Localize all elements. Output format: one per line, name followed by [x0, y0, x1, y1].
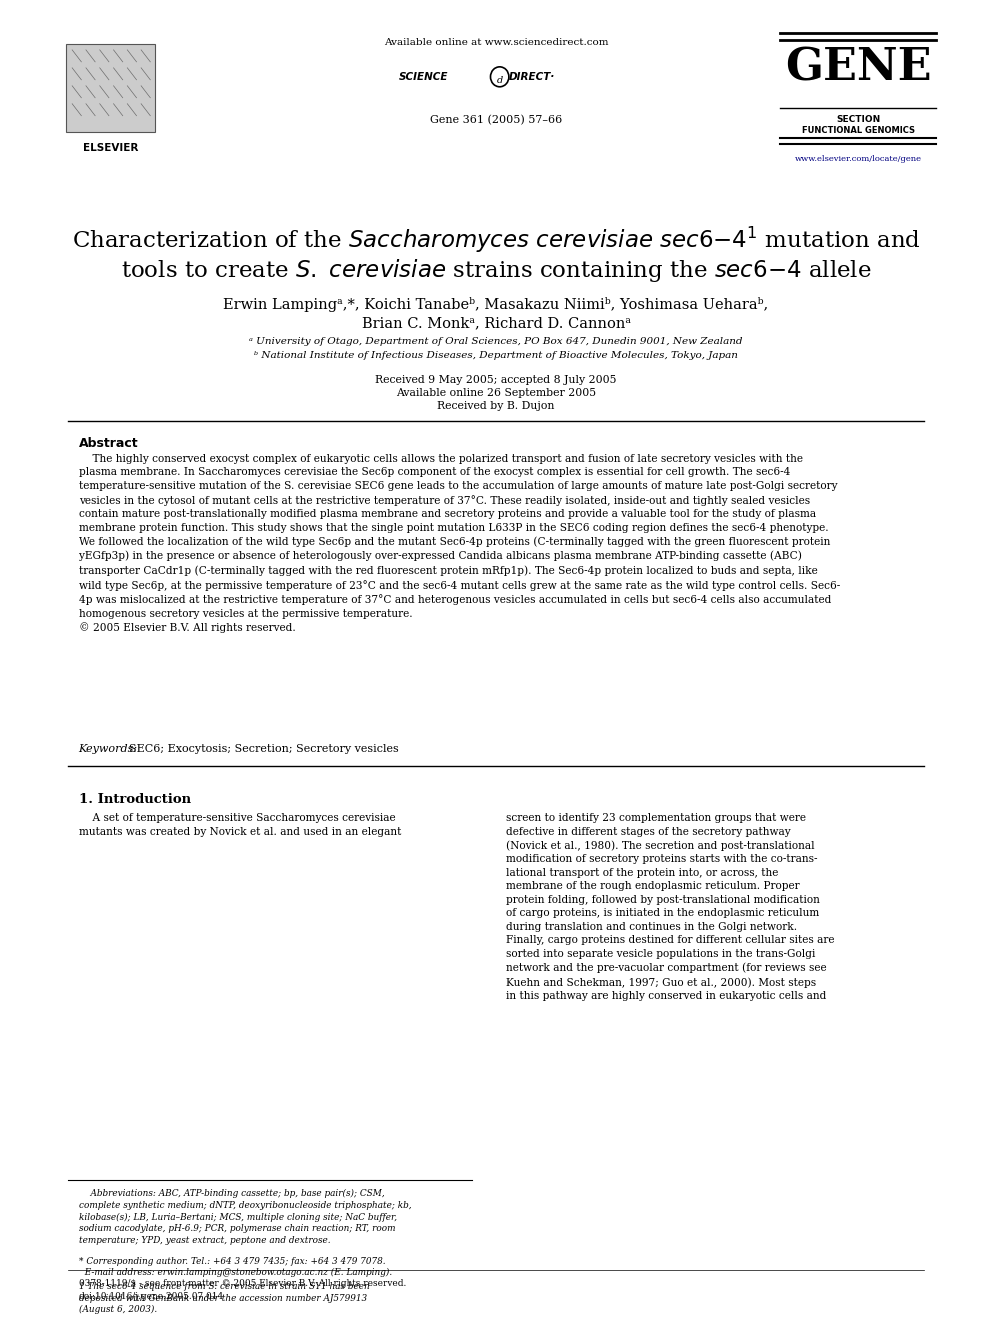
Text: ELSEVIER: ELSEVIER: [83, 143, 139, 152]
Text: tools to create $\it{S.\ cerevisiae}$ strains containing the $\it{sec6\mathsf{-}: tools to create $\it{S.\ cerevisiae}$ st…: [121, 258, 871, 284]
Text: 1. Introduction: 1. Introduction: [78, 792, 190, 806]
Text: Gene 361 (2005) 57–66: Gene 361 (2005) 57–66: [430, 115, 562, 126]
Text: SCIENCE: SCIENCE: [399, 71, 448, 82]
Text: Available online 26 September 2005: Available online 26 September 2005: [396, 388, 596, 398]
Text: Brian C. Monkᵃ, Richard D. Cannonᵃ: Brian C. Monkᵃ, Richard D. Cannonᵃ: [361, 316, 631, 331]
Text: Received 9 May 2005; accepted 8 July 2005: Received 9 May 2005; accepted 8 July 200…: [375, 376, 617, 385]
Text: GENE: GENE: [785, 46, 931, 90]
Text: Abbreviations: ABC, ATP-binding cassette; bp, base pair(s); CSM,
complete synthe: Abbreviations: ABC, ATP-binding cassette…: [78, 1189, 412, 1245]
FancyBboxPatch shape: [65, 44, 155, 132]
Text: Abstract: Abstract: [78, 437, 138, 450]
Text: www.elsevier.com/locate/gene: www.elsevier.com/locate/gene: [795, 155, 922, 163]
Text: Keywords:: Keywords:: [78, 744, 141, 754]
Text: A set of temperature-sensitive Saccharomyces cerevisiae
mutants was created by N: A set of temperature-sensitive Saccharom…: [78, 814, 401, 836]
Text: SEC6; Exocytosis; Secretion; Secretory vesicles: SEC6; Exocytosis; Secretion; Secretory v…: [129, 744, 399, 754]
Text: Available online at www.sciencedirect.com: Available online at www.sciencedirect.co…: [384, 38, 608, 46]
Text: FUNCTIONAL GENOMICS: FUNCTIONAL GENOMICS: [802, 126, 915, 135]
Text: Characterization of the $\it{Saccharomyces\ cerevisiae\ sec6\mathsf{-}4}$$^1$ mu: Characterization of the $\it{Saccharomyc…: [71, 225, 921, 254]
Text: doi:10.1016/j.gene.2005.07.014: doi:10.1016/j.gene.2005.07.014: [78, 1291, 224, 1301]
Text: E-mail address: erwin.lamping@stonebow.otago.ac.nz (E. Lamping).: E-mail address: erwin.lamping@stonebow.o…: [78, 1267, 392, 1277]
Text: ᵃ University of Otago, Department of Oral Sciences, PO Box 647, Dunedin 9001, Ne: ᵃ University of Otago, Department of Ora…: [249, 337, 743, 347]
Text: 1 The sec6-4 sequence from S. cerevisiae in strain SY1 has been
deposited with G: 1 The sec6-4 sequence from S. cerevisiae…: [78, 1282, 369, 1314]
Text: Erwin Lampingᵃ,*, Koichi Tanabeᵇ, Masakazu Niimiᵇ, Yoshimasa Ueharaᵇ,: Erwin Lampingᵃ,*, Koichi Tanabeᵇ, Masaka…: [223, 298, 769, 312]
Text: d: d: [497, 75, 503, 85]
Text: SECTION: SECTION: [836, 115, 880, 124]
Text: Received by B. Dujon: Received by B. Dujon: [437, 401, 555, 411]
Text: The highly conserved exocyst complex of eukaryotic cells allows the polarized tr: The highly conserved exocyst complex of …: [78, 454, 840, 634]
Text: * Corresponding author. Tel.: +64 3 479 7435; fax: +64 3 479 7078.: * Corresponding author. Tel.: +64 3 479 …: [78, 1257, 385, 1266]
Text: screen to identify 23 complementation groups that were
defective in different st: screen to identify 23 complementation gr…: [506, 814, 834, 1002]
Text: ᵇ National Institute of Infectious Diseases, Department of Bioactive Molecules, : ᵇ National Institute of Infectious Disea…: [254, 351, 738, 360]
Text: DIRECT·: DIRECT·: [509, 71, 556, 82]
Text: 0378-1119/$ - see front matter © 2005 Elsevier B.V. All rights reserved.: 0378-1119/$ - see front matter © 2005 El…: [78, 1279, 406, 1287]
